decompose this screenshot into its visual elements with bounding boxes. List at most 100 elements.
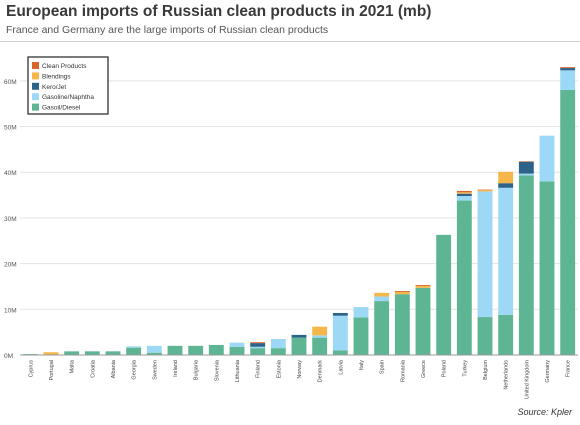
x-tick-label-latvia: Latvia: [338, 359, 344, 375]
x-tick-label-spain: Spain: [380, 360, 386, 374]
bar-united-kingdom-clean-products: [518, 161, 534, 162]
bar-greece-clean-products: [415, 285, 431, 287]
bar-france-gasoil-diesel: [560, 89, 576, 355]
bar-estonia-gasoline-naphtha: [270, 339, 286, 349]
title-divider: [0, 41, 580, 42]
bar-bulgaria-gasoil-diesel: [188, 345, 204, 355]
bar-estonia-gasoil-diesel: [270, 348, 286, 355]
legend-swatch-blendings: [32, 72, 39, 80]
bar-albania-gasoil-diesel: [105, 351, 121, 355]
bar-romania-clean-products: [394, 291, 410, 292]
bar-united-kingdom-gasoline-naphtha: [518, 173, 534, 176]
bar-sweden-gasoline-naphtha: [146, 345, 162, 353]
bar-lithuania-gasoil-diesel: [229, 346, 245, 355]
bar-greece-blendings: [415, 286, 431, 288]
bar-norway-kero-jet: [291, 334, 307, 338]
x-tick-label-slovenia: Slovenia: [214, 359, 220, 381]
bar-poland-gasoil-diesel: [436, 234, 452, 355]
x-tick-label-portugal: Portugal: [49, 360, 55, 381]
y-tick-label: 60M: [4, 79, 17, 86]
bar-germany-gasoline-naphtha: [539, 135, 555, 182]
bar-turkey-gasoline-naphtha: [456, 195, 472, 201]
bar-united-kingdom-kero-jet: [518, 161, 534, 174]
bar-slovenia-gasoil-diesel: [208, 344, 224, 355]
legend-swatch-clean-products: [32, 62, 39, 69]
y-tick-label: 20M: [4, 262, 17, 269]
x-tick-label-norway: Norway: [297, 360, 303, 379]
bar-norway-gasoil-diesel: [291, 337, 307, 355]
x-tick-label-estonia: Estonia: [276, 359, 282, 378]
bar-latvia-gasoline-naphtha: [332, 315, 348, 351]
bar-spain-blendings: [374, 292, 390, 297]
x-tick-label-finland: Finland: [256, 360, 262, 378]
bar-romania-blendings: [394, 291, 410, 295]
bar-france-gasoline-naphtha: [560, 70, 576, 90]
x-tick-label-turkey: Turkey: [462, 360, 468, 377]
y-tick-label: 10M: [4, 307, 17, 314]
bar-netherlands-gasoil-diesel: [498, 314, 514, 355]
x-tick-label-poland: Poland: [442, 360, 448, 377]
y-tick-label: 0M: [4, 353, 13, 360]
legend: Clean Products Blendings Kero/Jet Gasoline/…: [27, 56, 109, 115]
bar-france-kero-jet: [560, 68, 576, 71]
gridlines: [20, 80, 578, 356]
bar-latvia-kero-jet: [332, 312, 348, 316]
chart-subtitle: France and Germany are the large imports…: [6, 24, 329, 36]
bar-turkey-kero-jet: [456, 193, 472, 196]
bar-united-kingdom-gasoil-diesel: [518, 175, 534, 355]
bar-turkey-gasoil-diesel: [456, 200, 472, 355]
bar-netherlands-gasoline-naphtha: [498, 187, 514, 315]
bar-turkey-clean-products: [456, 190, 472, 193]
bar-sweden-gasoil-diesel: [146, 352, 162, 355]
bar-greece-gasoil-diesel: [415, 287, 431, 355]
x-tick-label-croatia: Croatia: [90, 359, 96, 378]
bar-finland-gasoil-diesel: [250, 348, 266, 355]
bar-finland-clean-products: [250, 342, 266, 344]
bar-malta-gasoil-diesel: [64, 351, 80, 355]
x-tick-label-malta: Malta: [70, 359, 76, 373]
x-tick-label-georgia: Georgia: [132, 359, 138, 380]
x-tick-label-romania: Romania: [400, 359, 406, 382]
y-tick-label: 30M: [4, 216, 17, 223]
bar-belgium-gasoline-naphtha: [477, 191, 493, 318]
bar-denmark-blendings: [312, 326, 328, 336]
bar-spain-gasoil-diesel: [374, 301, 390, 355]
bar-romania-gasoil-diesel: [394, 294, 410, 355]
x-tick-label-netherlands: Netherlands: [504, 360, 510, 390]
legend-box: [27, 56, 109, 115]
bar-lithuania-gasoline-naphtha: [229, 342, 245, 347]
x-tick-label-cyprus: Cyprus: [28, 360, 34, 378]
y-tick-label: 40M: [4, 170, 17, 177]
y-tick-label: 50M: [4, 125, 17, 132]
legend-swatch-gasoil-diesel: [32, 103, 39, 111]
y-axis: 0M 10M 20M 30M 40M 50M 60M: [4, 79, 17, 360]
x-tick-label-sweden: Sweden: [152, 360, 158, 380]
bar-belgium-blendings: [477, 190, 493, 192]
legend-label-kero-jet: Kero/Jet: [42, 84, 66, 91]
x-tick-label-france: France: [566, 360, 572, 377]
bar-italy-gasoil-diesel: [353, 317, 369, 355]
bar-netherlands-kero-jet: [498, 183, 514, 188]
legend-label-blendings: Blendings: [42, 73, 71, 80]
bar-georgia-gasoil-diesel: [126, 347, 142, 355]
bar-italy-gasoline-naphtha: [353, 307, 369, 318]
legend-label-clean-products: Clean Products: [42, 63, 87, 70]
x-tick-label-belgium: Belgium: [483, 360, 489, 380]
source-note: Source: Kpler: [517, 407, 572, 417]
x-tick-label-lithuania: Lithuania: [235, 359, 241, 382]
legend-label-gasoline-naphtha: Gasoline/Naphtha: [42, 94, 94, 101]
x-tick-label-albania: Albania: [111, 359, 117, 378]
bar-georgia-gasoline-naphtha: [126, 346, 142, 348]
x-tick-label-greece: Greece: [421, 360, 427, 378]
bar-finland-gasoline-naphtha: [250, 346, 266, 349]
x-tick-label-ireland: Ireland: [173, 360, 179, 377]
bar-belgium-clean-products: [477, 189, 493, 191]
bar-spain-gasoline-naphtha: [374, 296, 390, 302]
x-axis: Cyprus Portugal Malta Croatia Albania Georgia…: [20, 354, 578, 399]
bar-denmark-gasoline-naphtha: [312, 335, 328, 338]
x-tick-label-bulgaria: Bulgaria: [194, 359, 200, 380]
x-tick-label-denmark: Denmark: [318, 360, 324, 383]
legend-label-gasoil-diesel: Gasoil/Diesel: [42, 105, 81, 112]
x-tick-label-germany: Germany: [545, 360, 551, 383]
